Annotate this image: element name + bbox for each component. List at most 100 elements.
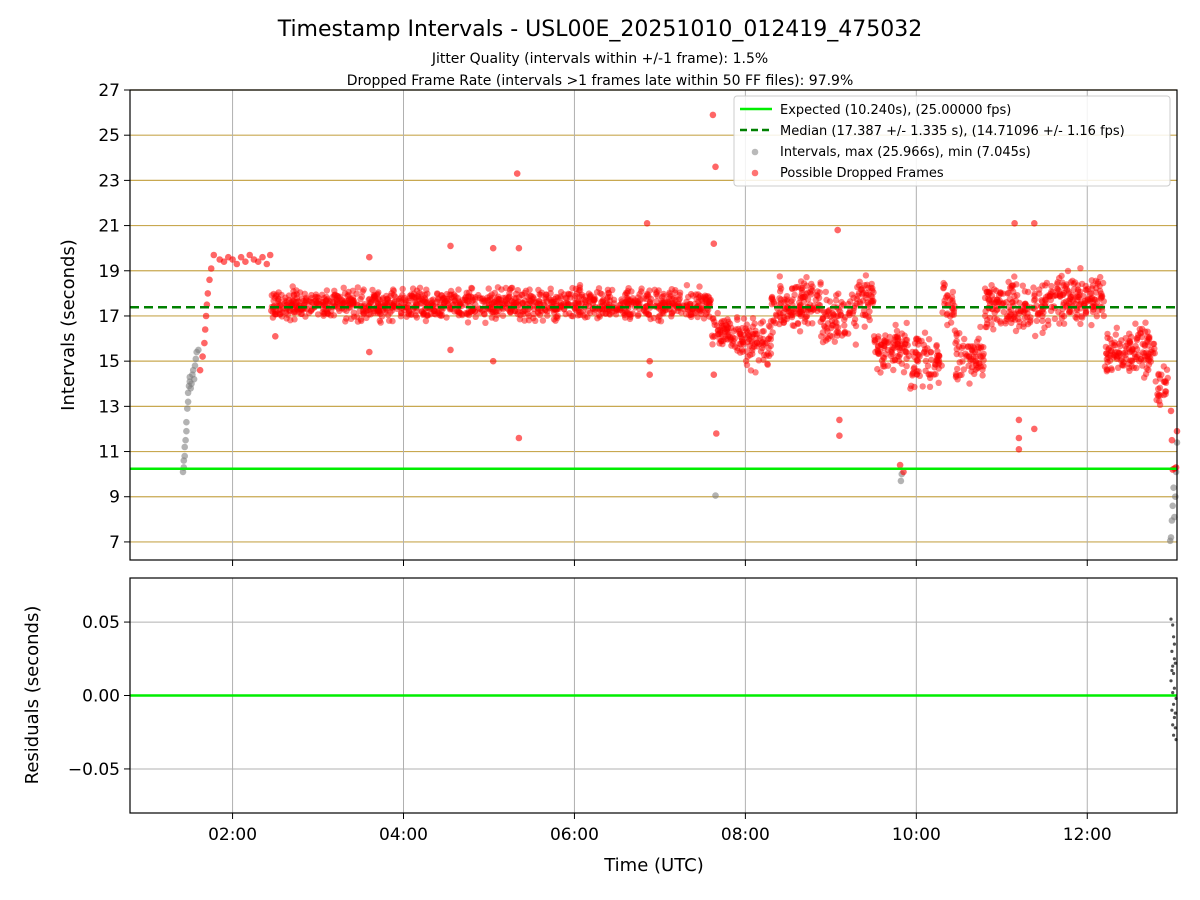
dropped-frame-point: [1016, 323, 1023, 330]
y-tick-label: 7: [109, 533, 120, 553]
dropped-frame-point: [803, 290, 810, 298]
dropped-frame-point: [1097, 293, 1104, 300]
dropped-frame-point: [841, 322, 848, 329]
dropped-frame-point: [1092, 277, 1100, 284]
dropped-frame-point: [920, 341, 928, 349]
dropped-frame-point: [443, 314, 450, 321]
dropped-frame-point: [819, 315, 826, 323]
dropped-frame-point: [1139, 362, 1146, 369]
dropped-frame-point: [935, 361, 942, 368]
dropped-frame-point: [220, 258, 228, 266]
dropped-frame-point: [513, 294, 520, 302]
dropped-frame-point: [489, 357, 497, 365]
dropped-frame-point: [997, 290, 1005, 297]
dropped-frame-point: [1039, 329, 1046, 336]
dropped-frame-point: [926, 383, 934, 390]
dropped-frame-point: [959, 358, 966, 365]
dropped-frame-point: [683, 282, 691, 289]
dropped-frame-point: [835, 290, 842, 297]
dropped-frame-point: [788, 313, 796, 321]
dropped-frame-point: [826, 298, 834, 305]
dropped-frame-point: [498, 286, 505, 293]
dropped-frame-point: [405, 298, 413, 305]
dropped-frame-point: [242, 258, 249, 266]
dropped-frame-point: [922, 357, 930, 365]
dropped-frame-point: [362, 308, 370, 315]
dropped-frame-point: [731, 335, 738, 342]
dropped-frame-point: [814, 288, 821, 295]
dropped-frame-point: [922, 367, 929, 374]
dropped-frame-point: [953, 350, 960, 358]
dropped-frame-point: [947, 319, 955, 326]
dropped-frame-point: [199, 353, 206, 360]
dropped-frame-point: [323, 287, 331, 294]
dropped-frame-point: [210, 251, 218, 259]
dropped-frame-point: [753, 330, 761, 338]
dropped-frame-point: [594, 315, 601, 322]
dropped-frame-point: [1012, 297, 1019, 304]
interval-point: [181, 452, 188, 460]
dropped-frame-point: [259, 253, 266, 261]
dropped-frame-point: [465, 298, 472, 305]
dropped-frame-point: [660, 292, 667, 300]
legend-box: [733, 95, 1171, 187]
dropped-frame-point: [687, 311, 695, 319]
intervals-y-axis-label: Intervals (seconds): [58, 239, 79, 411]
dropped-frame-point: [1031, 425, 1038, 433]
dropped-frame-point: [447, 242, 454, 250]
dropped-frame-point: [1142, 319, 1149, 326]
dropped-frame-point: [321, 300, 329, 307]
dropped-frame-point: [424, 312, 431, 319]
dropped-frame-point: [737, 340, 745, 348]
dropped-frame-point: [1105, 351, 1112, 358]
dropped-frame-point: [291, 316, 298, 323]
dropped-frame-rate-subtitle: Dropped Frame Rate (intervals >1 frames …: [347, 73, 854, 89]
dropped-frame-point: [1132, 320, 1139, 327]
dropped-frame-point: [655, 287, 662, 294]
dropped-frame-point: [1034, 311, 1042, 318]
dropped-frame-point: [572, 285, 580, 292]
dropped-frame-point: [866, 308, 873, 315]
dropped-frame-point: [736, 330, 743, 338]
interval-point: [897, 477, 905, 485]
dropped-frame-point: [1039, 298, 1046, 305]
dropped-frame-point: [979, 352, 987, 360]
dropped-frame-point: [552, 317, 559, 324]
residual-point: [1171, 623, 1175, 627]
dropped-frame-point: [515, 244, 523, 252]
y-tick-label: 27: [98, 81, 120, 101]
dropped-frame-point: [1003, 299, 1010, 306]
dropped-frame-point: [495, 307, 502, 315]
dropped-frame-point: [655, 317, 662, 324]
dropped-frame-point: [935, 379, 942, 386]
interval-point: [182, 436, 189, 444]
residual-point: [1172, 642, 1176, 646]
dropped-frame-point: [333, 296, 340, 303]
dropped-frame-point: [626, 311, 633, 318]
dropped-frame-point: [744, 329, 751, 336]
dropped-frame-point: [472, 294, 479, 301]
dropped-frame-point: [893, 327, 901, 335]
dropped-frame-point: [964, 343, 971, 351]
dropped-frame-point: [1117, 342, 1124, 350]
dropped-frame-point: [861, 323, 868, 330]
dropped-frame-point: [738, 346, 746, 353]
residual-point: [1171, 664, 1175, 668]
dropped-frame-point: [966, 380, 973, 387]
dropped-frame-point: [710, 371, 718, 379]
dropped-frame-point: [233, 260, 241, 268]
dropped-frame-point: [1128, 357, 1135, 364]
dropped-frame-point: [455, 308, 463, 315]
dropped-frame-point: [289, 283, 296, 290]
dropped-frame-point: [544, 308, 551, 315]
dropped-frame-point: [1147, 358, 1155, 365]
dropped-frame-point: [1043, 279, 1051, 287]
dropped-frame-point: [521, 317, 528, 324]
dropped-frame-point: [872, 337, 879, 344]
dropped-frame-point: [420, 297, 427, 304]
dropped-frame-point: [798, 311, 806, 318]
dropped-frame-point: [1084, 296, 1091, 303]
dropped-frame-point: [606, 293, 614, 301]
dropped-frame-point: [1003, 313, 1011, 320]
dropped-frame-point: [330, 312, 338, 319]
